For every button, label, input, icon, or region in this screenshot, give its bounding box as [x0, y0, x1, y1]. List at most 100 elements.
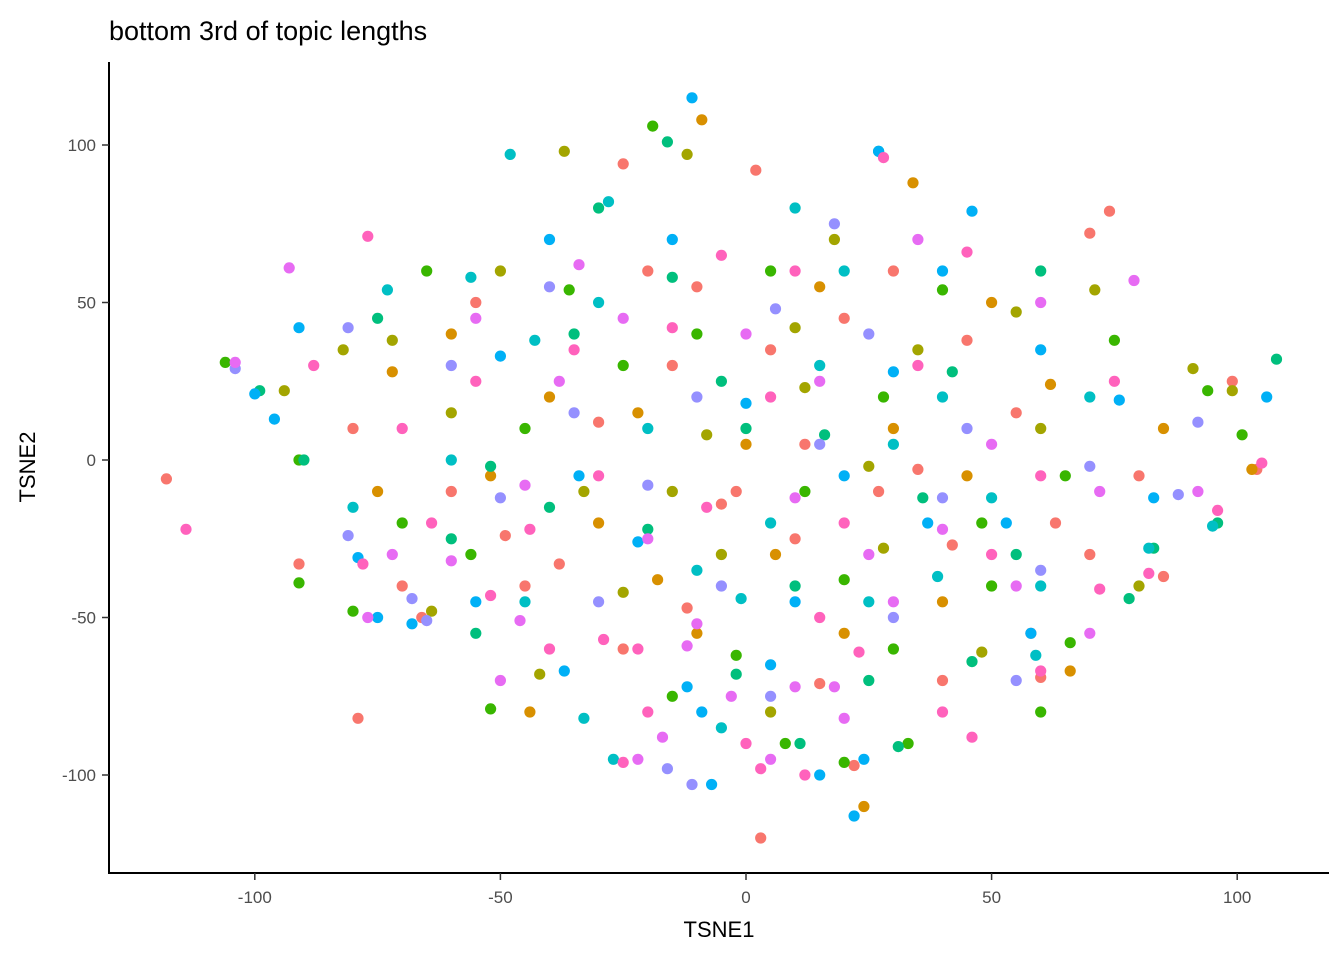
scatter-point	[740, 397, 752, 409]
scatter-point	[799, 438, 811, 450]
scatter-point	[936, 706, 949, 718]
scatter-point	[445, 533, 457, 545]
scatter-point	[877, 152, 890, 164]
scatter-point	[421, 615, 433, 627]
scatter-point	[1103, 205, 1116, 217]
scatter-point	[936, 284, 949, 296]
scatter-point	[1270, 353, 1283, 365]
scatter-point	[617, 312, 629, 324]
scatter-point	[907, 177, 919, 189]
scatter-point	[1256, 457, 1268, 469]
scatter-point	[765, 690, 777, 702]
scatter-point	[961, 334, 973, 346]
scatter-point	[887, 643, 900, 655]
scatter-point	[789, 265, 801, 277]
scatter-point	[740, 438, 752, 450]
scatter-point	[1064, 637, 1076, 649]
scatter-point	[357, 558, 369, 570]
scatter-point	[1035, 564, 1047, 576]
scatter-point	[485, 460, 497, 472]
scatter-point	[593, 517, 605, 529]
scatter-point	[765, 706, 777, 718]
scatter-point	[617, 756, 629, 769]
scatter-point	[1236, 429, 1248, 441]
scatter-point	[779, 737, 791, 750]
scatter-point	[838, 517, 850, 529]
scatter-point	[642, 706, 654, 718]
scatter-point	[485, 703, 497, 715]
scatter-point	[715, 580, 728, 592]
scatter-point	[715, 249, 728, 261]
x-axis-ticks: -100 -50 0 50 100	[238, 873, 1251, 907]
scatter-point	[573, 259, 585, 271]
scatter-point	[755, 763, 767, 775]
scatter-point	[642, 523, 654, 535]
scatter-point	[534, 668, 546, 680]
scatter-point	[278, 385, 290, 397]
scatter-point	[617, 359, 629, 372]
scatter-point	[642, 422, 654, 435]
scatter-point	[445, 485, 457, 498]
scatter-point	[828, 681, 841, 693]
scatter-point	[470, 627, 482, 639]
scatter-point	[961, 246, 973, 258]
scatter-point	[799, 382, 811, 394]
scatter-point	[1261, 391, 1273, 403]
scatter-point	[593, 296, 605, 309]
scatter-point	[465, 548, 477, 561]
scatter-point	[406, 593, 418, 605]
scatter-point	[632, 753, 644, 765]
scatter-point	[298, 454, 310, 466]
scatter-point	[838, 265, 850, 277]
scatter-point	[701, 501, 713, 513]
scatter-point	[765, 517, 777, 529]
scatter-point	[986, 296, 998, 309]
scatter-point	[936, 674, 949, 687]
scatter-point	[912, 233, 924, 246]
scatter-point	[386, 334, 398, 346]
scatter-point	[632, 643, 644, 655]
scatter-point	[1108, 375, 1120, 387]
scatter-point	[573, 470, 585, 482]
scatter-point	[553, 558, 565, 570]
scatter-point	[863, 596, 875, 608]
scatter-point	[283, 262, 295, 274]
scatter-point	[617, 643, 629, 655]
scatter-point	[1084, 227, 1096, 239]
scatter-point	[396, 422, 408, 435]
x-tick-label: 0	[741, 888, 750, 907]
scatter-point	[681, 602, 693, 614]
scatter-point	[873, 485, 885, 498]
scatter-point	[887, 422, 900, 435]
scatter-point	[445, 555, 457, 567]
scatter-point	[445, 359, 457, 372]
scatter-point	[848, 810, 860, 822]
scatter-point	[838, 470, 850, 482]
scatter-point	[558, 145, 570, 157]
scatter-point	[470, 312, 482, 324]
scatter-point	[1035, 265, 1047, 277]
scatter-point	[494, 350, 506, 362]
scatter-point	[1059, 470, 1071, 482]
scatter-point	[966, 205, 978, 217]
scatter-point	[936, 596, 949, 608]
scatter-point	[558, 665, 570, 677]
scatter-point	[814, 359, 826, 372]
scatter-point	[1035, 344, 1047, 356]
scatter-point	[696, 706, 708, 718]
y-axis-ticks: -100 -50 0 50 100	[62, 136, 109, 785]
scatter-point	[666, 271, 678, 283]
scatter-point	[519, 580, 531, 592]
scatter-point	[470, 596, 482, 608]
scatter-point	[553, 375, 565, 387]
scatter-point	[524, 706, 536, 718]
scatter-point	[936, 265, 949, 277]
scatter-point	[936, 391, 949, 403]
scatter-point	[1000, 517, 1012, 529]
scatter-point	[563, 284, 575, 296]
scatter-point	[691, 627, 703, 639]
scatter-point	[814, 611, 826, 624]
scatter-point	[912, 359, 924, 372]
scatter-point	[936, 523, 949, 535]
scatter-point	[372, 485, 384, 498]
